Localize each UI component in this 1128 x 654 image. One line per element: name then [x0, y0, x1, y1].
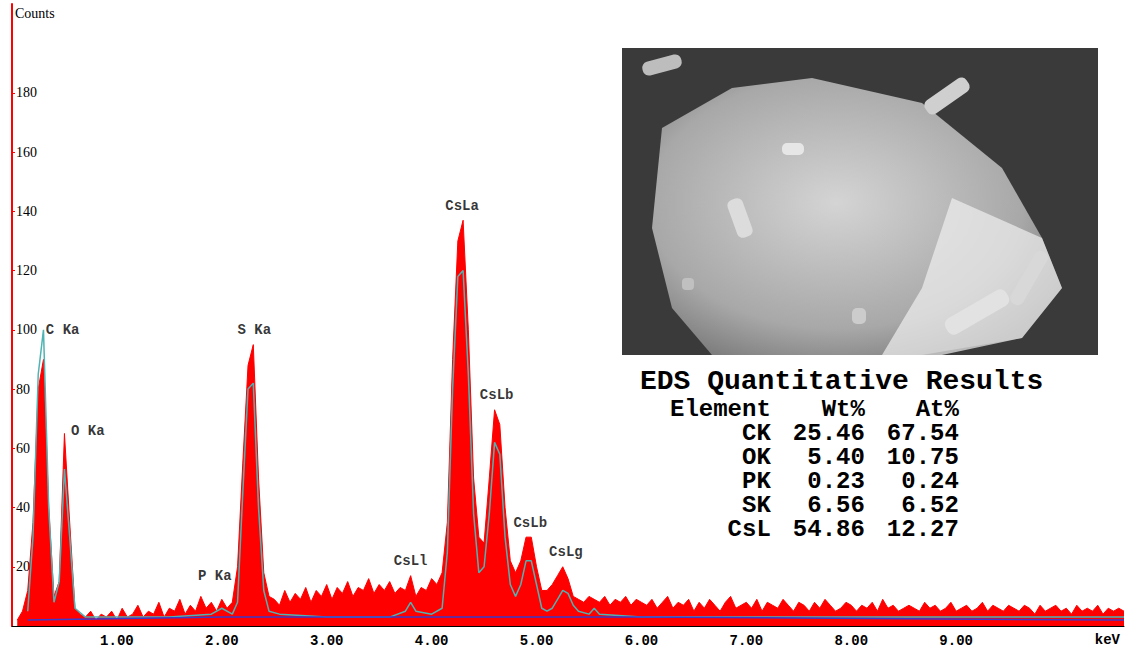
html-text:PK: PK — [742, 468, 771, 495]
svg-text:60: 60 — [16, 441, 30, 456]
html-text:OK: OK — [742, 444, 771, 471]
svg-text:140: 140 — [16, 204, 37, 219]
svg-text:80: 80 — [16, 382, 30, 397]
svg-text:CsLl: CsLl — [394, 553, 428, 569]
html-text:5.40: 5.40 — [807, 444, 865, 471]
svg-text:P Ka: P Ka — [198, 568, 232, 584]
html-text:6.56: 6.56 — [807, 492, 865, 519]
html-text:25.46: 25.46 — [792, 420, 865, 447]
svg-text:keV: keV — [1095, 632, 1121, 648]
html-text:Element: Element — [670, 396, 771, 423]
html-text:0.23: 0.23 — [807, 468, 865, 495]
html-text:SK: SK — [742, 492, 771, 519]
svg-text:CsLb: CsLb — [480, 387, 514, 403]
svg-text:100: 100 — [16, 322, 37, 337]
html-text:54.86: 54.86 — [792, 516, 865, 543]
svg-text:4.00: 4.00 — [415, 633, 449, 649]
svg-text:Counts: Counts — [15, 6, 55, 21]
svg-text:5.00: 5.00 — [520, 633, 554, 649]
html-text:0.24: 0.24 — [901, 468, 959, 495]
svg-text:CsLg: CsLg — [549, 544, 583, 560]
svg-text:1.00: 1.00 — [100, 633, 134, 649]
html-text:6.52: 6.52 — [901, 492, 959, 519]
svg-text:8.00: 8.00 — [834, 633, 868, 649]
svg-text:7.00: 7.00 — [730, 633, 764, 649]
svg-text:O Ka: O Ka — [71, 423, 105, 439]
html-text:12.27: 12.27 — [886, 516, 959, 543]
svg-text:6.00: 6.00 — [625, 633, 659, 649]
html-text:10.75: 10.75 — [886, 444, 959, 471]
html-text:CsL: CsL — [727, 516, 771, 543]
svg-text:120: 120 — [16, 263, 37, 278]
svg-text:C Ka: C Ka — [46, 322, 80, 338]
html-text:At%: At% — [915, 396, 959, 423]
html-text:67.54: 67.54 — [886, 420, 959, 447]
html-text:Wt%: Wt% — [821, 396, 865, 423]
svg-text:CsLb: CsLb — [513, 515, 547, 531]
svg-text:180: 180 — [16, 85, 37, 100]
svg-text:3.00: 3.00 — [310, 633, 344, 649]
svg-text:2.00: 2.00 — [205, 633, 239, 649]
svg-text:S Ka: S Ka — [238, 322, 272, 338]
svg-text:160: 160 — [16, 145, 37, 160]
svg-text:CsLa: CsLa — [445, 198, 479, 214]
html-text:EDS Quantitative Results: EDS Quantitative Results — [640, 366, 1044, 397]
svg-text:9.00: 9.00 — [939, 633, 973, 649]
svg-text:40: 40 — [16, 500, 30, 515]
html-text:CK: CK — [742, 420, 771, 447]
svg-text:20: 20 — [16, 559, 30, 574]
